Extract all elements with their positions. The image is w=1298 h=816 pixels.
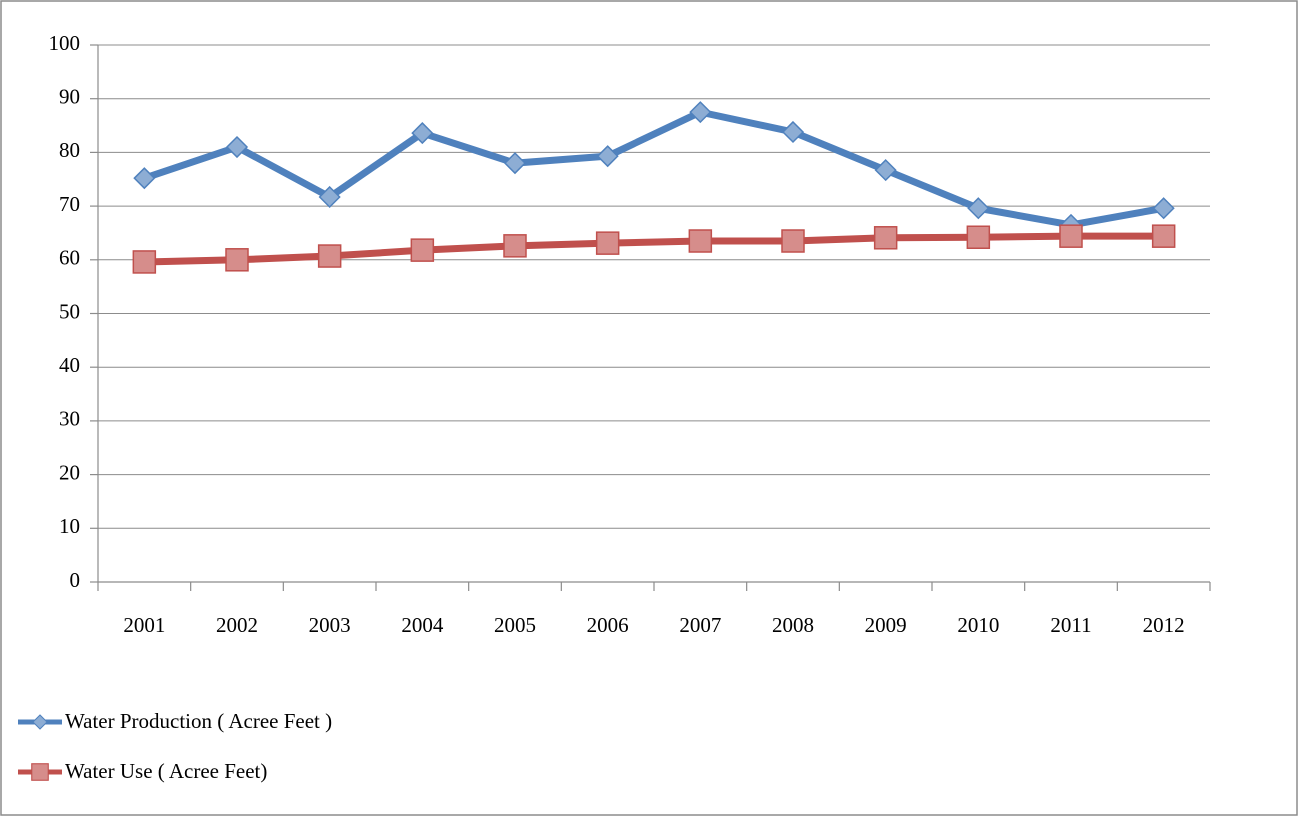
point [1151, 224, 1176, 248]
legend-label: Water Use ( Acree Feet) [65, 759, 267, 783]
y-tick-label: 50 [59, 299, 80, 323]
point [318, 185, 341, 209]
point [874, 159, 897, 182]
series-line [143, 108, 1165, 229]
y-tick-label: 60 [59, 246, 80, 270]
point [1152, 197, 1175, 220]
point [317, 244, 342, 268]
x-tick-label: 2008 [772, 613, 814, 637]
point [132, 250, 157, 274]
point [781, 120, 805, 144]
point [1059, 224, 1083, 248]
point [596, 145, 619, 168]
x-tick-label: 2010 [957, 613, 999, 637]
x-tick-label: 2004 [401, 613, 444, 637]
legend-item: Water Production ( Acree Feet ) [18, 709, 332, 733]
point [133, 167, 156, 190]
point [595, 231, 620, 255]
y-tick-label: 30 [59, 407, 80, 431]
point [225, 248, 249, 272]
point [967, 197, 990, 220]
y-tick-label: 90 [59, 85, 80, 109]
x-tick-label: 2005 [494, 613, 536, 637]
point [503, 152, 527, 175]
point [503, 234, 527, 258]
point [225, 135, 249, 159]
y-tick-label: 10 [59, 514, 80, 538]
x-tick-label: 2012 [1143, 613, 1185, 637]
x-tick-label: 2011 [1050, 613, 1091, 637]
x-tick-label: 2002 [216, 613, 258, 637]
x-tick-label: 2006 [587, 613, 629, 637]
y-tick-label: 0 [70, 568, 81, 592]
point [873, 226, 898, 250]
series-line [144, 232, 1164, 266]
point [689, 101, 712, 124]
legend-label: Water Production ( Acree Feet ) [65, 709, 332, 733]
y-tick-label: 80 [59, 138, 80, 162]
x-tick-label: 2009 [865, 613, 907, 637]
y-tick-label: 40 [59, 353, 80, 377]
y-tick-label: 20 [59, 460, 80, 484]
point [781, 229, 805, 253]
point [966, 225, 991, 249]
x-tick-label: 2001 [123, 613, 165, 637]
x-tick-label: 2007 [679, 613, 721, 637]
x-tick-label: 2003 [309, 613, 351, 637]
legend-marker [31, 763, 49, 781]
y-tick-label: 70 [59, 192, 80, 216]
legend-marker [32, 714, 48, 730]
point [688, 229, 713, 253]
legend-item: Water Use ( Acree Feet) [18, 759, 267, 783]
point [410, 238, 435, 262]
point [411, 122, 434, 145]
y-tick-label: 100 [49, 31, 81, 55]
